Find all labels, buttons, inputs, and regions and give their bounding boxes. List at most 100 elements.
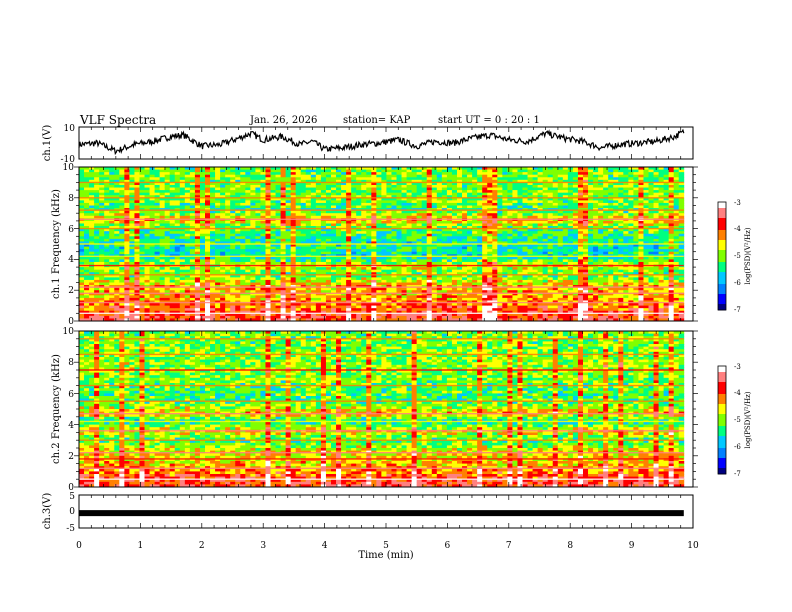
spectrogram-cell <box>305 313 312 317</box>
spectrogram-cell <box>270 182 276 186</box>
spectrogram-cell <box>179 310 186 314</box>
spectrogram-cell <box>325 279 332 283</box>
spectrogram-cell <box>99 259 105 263</box>
spectrogram-cell <box>169 249 176 253</box>
spectrogram-cell <box>441 318 448 322</box>
spectrogram-cell <box>260 202 266 206</box>
spectrogram-cell <box>109 167 115 170</box>
spectrogram-cell <box>184 195 191 199</box>
spectrogram-cell <box>446 256 453 260</box>
spectrogram-cell <box>79 279 85 283</box>
spectrogram-cell <box>174 213 181 217</box>
spectrogram-cell <box>446 167 453 170</box>
spectrogram-cell <box>134 287 140 291</box>
spectrogram-cell <box>129 236 135 240</box>
spectrogram-cell <box>119 287 125 291</box>
spectrogram-cell <box>179 195 186 199</box>
spectrogram-cell <box>250 259 256 263</box>
spectrogram-cell <box>210 256 216 260</box>
spectrogram-cell <box>285 308 292 312</box>
spectrogram-cell <box>184 231 191 235</box>
spectrogram-cell <box>114 290 120 294</box>
spectrogram-cell <box>310 231 317 235</box>
spectrogram-cell <box>240 205 246 209</box>
spectrogram-cell <box>275 277 281 281</box>
spectrogram-cell <box>336 226 342 229</box>
spectrogram-cell <box>144 182 150 186</box>
spectrogram-cell <box>94 251 100 255</box>
spectrogram-cell <box>456 187 463 191</box>
spectrogram-cell <box>104 187 110 191</box>
spectrogram-cell <box>391 282 397 286</box>
spectrogram-cell <box>265 318 271 322</box>
spectrogram-cell <box>245 308 251 312</box>
spectrogram-cell <box>184 200 191 204</box>
spectrogram-cell <box>351 215 357 219</box>
spectrogram-cell <box>351 308 357 312</box>
spectrogram-cell <box>290 169 297 173</box>
spectrogram-cell <box>295 205 302 209</box>
spectrogram-cell <box>467 179 473 183</box>
spectrogram-cell <box>275 231 281 235</box>
spectrogram-cell <box>225 267 231 271</box>
spectrogram-cell <box>220 169 226 173</box>
spectrogram-cell <box>260 213 266 217</box>
spectrogram-cell <box>184 313 191 317</box>
spectrogram-cell <box>305 246 312 250</box>
spectrogram-cell <box>109 213 115 217</box>
spectrogram-cell <box>119 226 125 229</box>
spectrogram-cell <box>426 315 433 319</box>
spectrogram-cell <box>230 318 236 322</box>
spectrogram-cell <box>351 220 357 224</box>
spectrogram-cell <box>205 244 211 247</box>
spectrogram-cell <box>84 279 90 283</box>
ch1-waveform-panel: 10 -10 ch.1(V) <box>42 124 694 165</box>
spectrogram-cell <box>134 308 140 312</box>
spectrogram-cell <box>386 259 392 263</box>
spectrogram-cell <box>285 274 292 278</box>
spectrogram-cell <box>260 295 266 299</box>
spectrogram-cell <box>451 205 458 209</box>
spectrogram-cell <box>119 195 125 199</box>
spectrogram-cell <box>477 233 483 237</box>
spectrogram-cell <box>462 187 468 191</box>
spectrogram-cell <box>295 236 302 240</box>
spectrogram-cell <box>99 295 105 299</box>
spectrogram-cell <box>472 174 478 178</box>
spectrogram-cell <box>184 167 191 170</box>
spectrogram-cell <box>84 303 90 306</box>
spectrogram-cell <box>194 277 201 281</box>
spectrogram-cell <box>134 231 140 235</box>
spectrogram-cell <box>456 182 463 186</box>
spectrogram-cell <box>416 215 423 219</box>
spectrogram-cell <box>210 210 216 214</box>
spectrogram-cell <box>341 315 347 319</box>
spectrogram-cell <box>240 305 246 309</box>
spectrogram-cell <box>295 251 302 255</box>
spectrogram-cell <box>184 238 191 242</box>
spectrogram-cell <box>477 269 483 273</box>
spectrogram-cell <box>235 318 241 322</box>
spectrogram-cell <box>114 315 120 319</box>
spectrogram-cell <box>482 238 488 242</box>
spectrogram-cell <box>159 200 166 204</box>
spectrogram-cell <box>245 310 251 314</box>
spectrogram-cell <box>189 231 196 235</box>
spectrogram-cell <box>401 259 407 263</box>
spectrogram-cell <box>114 310 120 314</box>
spectrogram-cell <box>320 267 327 271</box>
spectrogram-cell <box>270 241 276 245</box>
spectrogram-cell <box>356 246 362 250</box>
spectrogram-cell <box>89 259 95 263</box>
spectrogram-cell <box>386 287 392 291</box>
spectrogram-cell <box>129 226 135 229</box>
spectrogram-cell <box>275 213 281 217</box>
spectrogram-cell <box>416 169 423 173</box>
spectrogram-cell <box>381 215 387 219</box>
spectrogram-cell <box>179 210 186 214</box>
spectrogram-cell <box>159 228 166 232</box>
spectrogram-cell <box>144 282 150 286</box>
spectrogram-cell <box>114 308 120 312</box>
spectrogram-cell <box>436 297 443 301</box>
spectrogram-cell <box>421 251 428 255</box>
